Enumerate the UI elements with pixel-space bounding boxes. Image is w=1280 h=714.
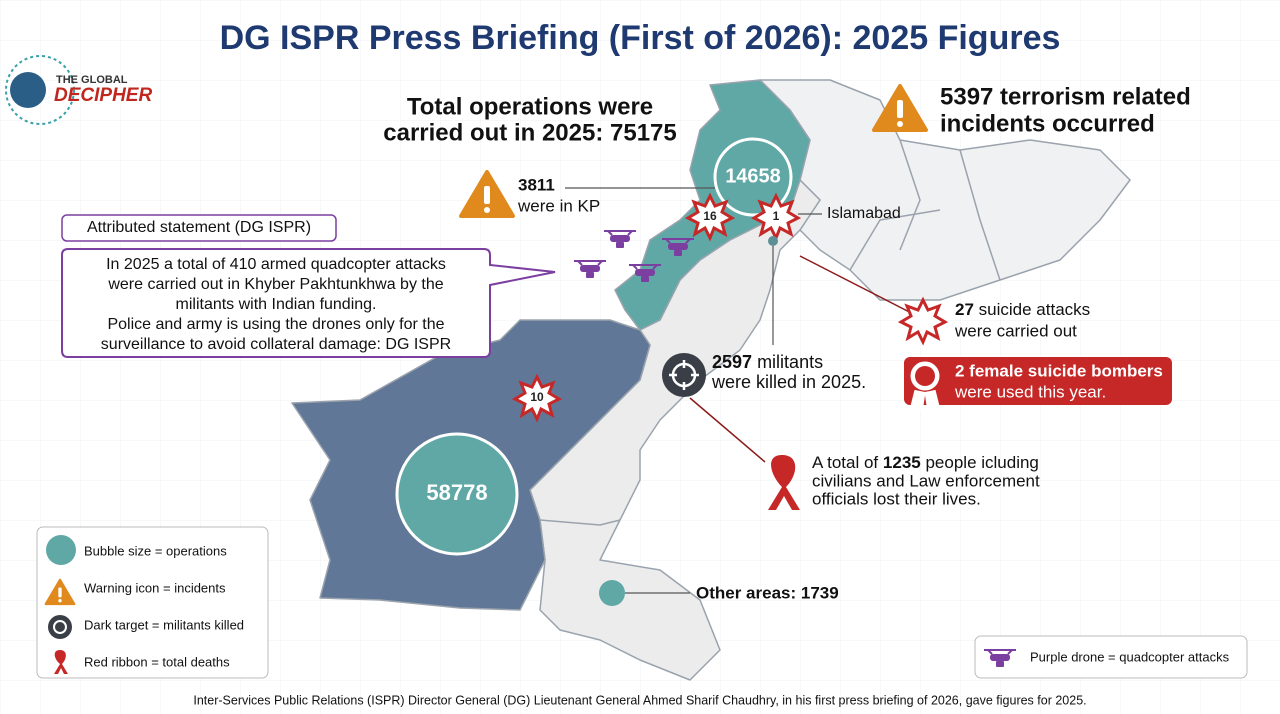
deaths-text: A total of 1235 people icluding xyxy=(812,453,1039,472)
militants-number: 2597 xyxy=(712,352,752,372)
kp-incidents-text: were in KP xyxy=(517,196,600,215)
legend-item: Bubble size = operations xyxy=(84,543,227,558)
militants-text: were killed in 2025. xyxy=(711,372,866,392)
statement-line: Police and army is using the drones only… xyxy=(107,316,444,333)
other-areas: Other areas: 1739 xyxy=(696,583,839,602)
bubble xyxy=(713,137,793,217)
legend-item: Warning icon = incidents xyxy=(84,580,226,595)
operations-text: Total operations were xyxy=(407,93,653,120)
deaths-line: people icluding xyxy=(925,453,1038,472)
incidents-text: 5397 terrorism related xyxy=(940,83,1191,110)
legend xyxy=(36,526,269,679)
suicide-text: 27 suicide attacks xyxy=(955,300,1090,319)
militants-line: militants xyxy=(757,352,823,372)
suicide-line: suicide attacks xyxy=(979,300,1091,319)
incidents-text: incidents occurred xyxy=(940,110,1155,137)
operations-text: carried out in 2025: 75175 xyxy=(383,119,676,146)
bubble-label: 14658 xyxy=(725,165,781,187)
target-icon xyxy=(662,353,706,397)
female-bombers: 2 female suicide bombers xyxy=(955,361,1163,380)
statement-line: In 2025 a total of 410 armed quadcopter … xyxy=(106,256,446,273)
logo-text: THE GLOBAL xyxy=(56,74,128,86)
statement-line: surveillance to avoid collateral damage:… xyxy=(101,336,451,353)
suicide-text: were carried out xyxy=(954,321,1077,340)
deaths-number: 1235 xyxy=(883,453,921,472)
deaths-text: officials lost their lives. xyxy=(812,489,981,508)
statement-line: were carried out in Khyber Pakhtunkhwa b… xyxy=(107,276,443,293)
legend-item: Red ribbon = total deaths xyxy=(84,654,230,669)
drone-legend-text: Purple drone = quadcopter attacks xyxy=(1030,649,1230,664)
badge: 10 xyxy=(530,390,544,404)
legend-item: Dark target = militants killed xyxy=(84,617,244,632)
deaths-text: civilians and Law enforcement xyxy=(812,471,1040,490)
drone-legend xyxy=(974,635,1248,679)
bubble-label: 58778 xyxy=(426,480,487,505)
statement-box xyxy=(61,248,556,358)
city-label: Islamabad xyxy=(827,205,901,222)
ribbon-icon xyxy=(768,455,800,510)
title: DG ISPR Press Briefing (First of 2026): … xyxy=(220,19,1061,57)
logo-text: DECIPHER xyxy=(54,85,152,106)
female-bombers: were used this year. xyxy=(954,382,1106,401)
badge: 16 xyxy=(703,209,717,223)
kp-incidents-number: 3811 xyxy=(518,175,555,194)
female-bombers-box xyxy=(904,357,1172,405)
statement-heading-box xyxy=(61,214,337,242)
militants-text: 2597 militants xyxy=(712,352,823,372)
bubble xyxy=(599,580,625,606)
footer: Inter-Services Public Relations (ISPR) D… xyxy=(193,693,1086,707)
logo: THE GLOBAL DECIPHER xyxy=(5,55,152,125)
deaths-prefix: A total of xyxy=(812,453,878,472)
badge: 1 xyxy=(773,209,780,223)
suicide-number: 27 xyxy=(955,300,974,319)
statement-heading: Attributed statement (DG ISPR) xyxy=(87,219,311,236)
statement-line: militants with Indian funding. xyxy=(176,296,377,313)
bubble xyxy=(395,432,519,556)
